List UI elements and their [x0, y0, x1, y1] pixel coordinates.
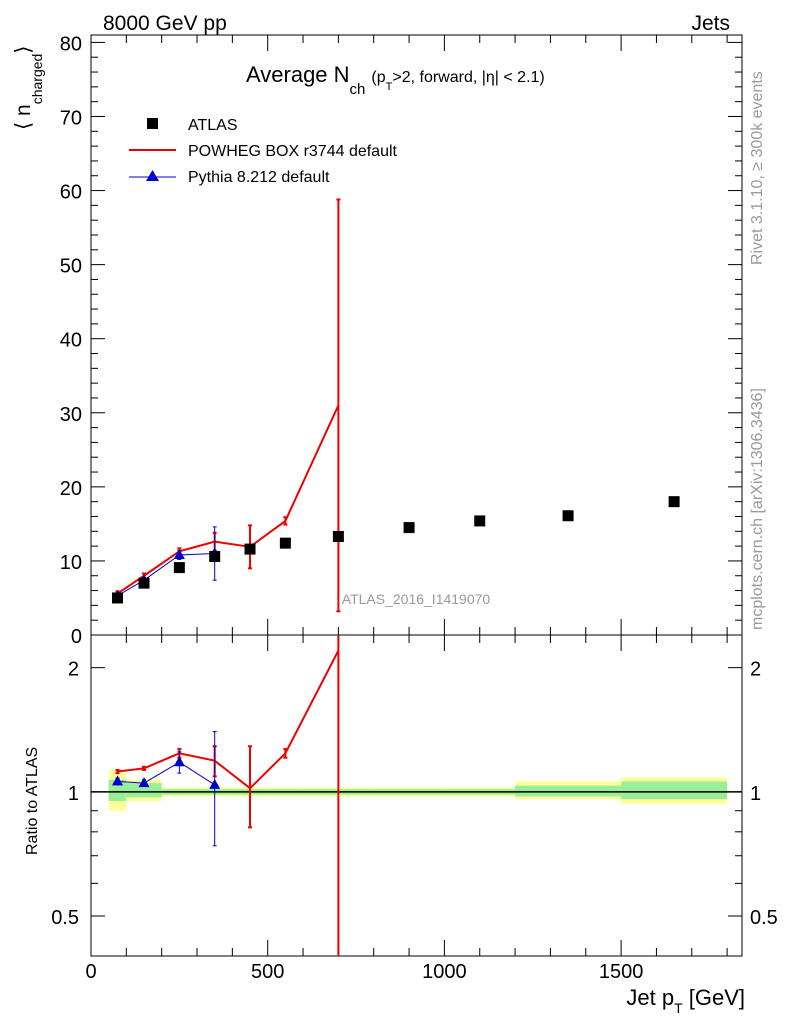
main-y-label-b: ⟩ — [12, 45, 35, 53]
legend-pythia-label: Pythia 8.212 default — [188, 169, 330, 186]
ratio-band-inner — [515, 785, 622, 797]
ratio-y-tick-label-right: 2 — [750, 659, 761, 681]
atlas-point — [562, 510, 574, 522]
atlas-point — [138, 577, 150, 589]
header-left: 8000 GeV pp — [103, 12, 227, 35]
header-right: Jets — [691, 12, 730, 35]
x-tick-label: 0 — [85, 961, 96, 983]
ratio-panel: 0.5 0.5 1 1 2 2 — [51, 634, 778, 957]
pythia-ratio-line — [117, 761, 215, 786]
rivet-label: Rivet 3.1.10, ≥ 300k events — [749, 71, 766, 265]
ratio-y-tick-label: 1 — [68, 783, 79, 805]
legend-powheg-label: POWHEG BOX r3744 default — [188, 143, 398, 160]
title-paren-b: >2, forward, |η| < 2.1) — [392, 69, 544, 86]
pythia-ratio-point — [209, 778, 221, 789]
x-label-sub: T — [674, 1000, 683, 1016]
main-y-tick-label: 60 — [60, 182, 82, 204]
main-y-tick-label: 80 — [60, 33, 82, 55]
main-y-tick-label: 0 — [71, 626, 82, 648]
atlas-point — [173, 562, 185, 574]
x-tick-labels: 0 500 1000 1500 — [85, 961, 643, 983]
main-y-label: ⟨ ncharged⟩ — [12, 45, 45, 130]
ratio-y-label: Ratio to ATLAS — [24, 747, 41, 855]
x-tick-label: 500 — [251, 961, 284, 983]
ratio-band-inner — [126, 783, 162, 798]
main-y-tick-label: 20 — [60, 478, 82, 500]
legend-atlas-label: ATLAS — [188, 117, 238, 134]
ratio-y-ticks: 0.5 0.5 1 1 2 2 — [51, 659, 778, 929]
ratio-y-tick-label: 2 — [68, 659, 79, 681]
powheg-ratio-line — [117, 650, 340, 790]
x-label-b: [GeV] — [683, 985, 745, 1010]
x-axis-label: Jet pT [GeV] — [626, 985, 745, 1016]
powheg-line — [116, 404, 340, 595]
ratio-y-tick-label-right: 1 — [750, 783, 761, 805]
ratio-bands — [91, 769, 742, 811]
main-y-tick-label: 10 — [60, 552, 82, 574]
atlas-point — [279, 537, 291, 549]
title-sub-t: T — [386, 81, 393, 93]
ratio-band-inner — [621, 781, 728, 800]
chart-title: Average Nch (pT>2, forward, |η| < 2.1) — [246, 62, 545, 98]
pythia-point — [173, 549, 185, 559]
main-marks — [112, 198, 680, 613]
legend: ATLAS POWHEG BOX r3744 default Pythia 8.… — [129, 117, 398, 186]
pythia-ratio-point — [138, 777, 150, 788]
main-y-tick-label: 70 — [60, 107, 82, 129]
ratio-frame — [90, 634, 743, 957]
main-panel: 0 10 20 30 40 50 60 70 80 — [60, 33, 743, 648]
x-tick-label: 1000 — [422, 961, 467, 983]
main-y-label-sub: charged — [29, 54, 45, 105]
ratio-marks — [112, 635, 340, 956]
atlas-point — [209, 550, 221, 562]
atlas-point — [244, 543, 256, 555]
legend-pythia-marker — [146, 170, 159, 181]
main-y-tick-label: 40 — [60, 330, 82, 352]
watermark: ATLAS_2016_I1419070 — [342, 591, 491, 607]
atlas-point — [668, 496, 680, 508]
pythia-line — [117, 553, 215, 597]
ratio-y-tick-label-right: 0.5 — [750, 907, 778, 929]
main-x-ticks — [90, 35, 728, 635]
pythia-ratio-point — [112, 775, 124, 786]
title-sub-ch: ch — [350, 81, 366, 98]
x-tick-label: 1500 — [599, 961, 644, 983]
main-y-tick-label: 30 — [60, 404, 82, 426]
title-main: Average N — [246, 62, 350, 87]
atlas-point — [403, 522, 415, 534]
main-y-tick-label: 50 — [60, 256, 82, 278]
legend-atlas-marker — [147, 118, 158, 129]
pythia-ratio-point — [173, 756, 185, 767]
x-label-a: Jet p — [626, 985, 674, 1010]
atlas-point — [112, 592, 124, 604]
atlas-point — [332, 530, 344, 542]
title-paren-a: (p — [371, 69, 385, 86]
mcplots-label: mcplots.cern.ch [arXiv:1306.3436] — [749, 388, 766, 630]
ratio-y-tick-label: 0.5 — [51, 907, 79, 929]
main-y-ticks: 0 10 20 30 40 50 60 70 80 — [60, 33, 742, 648]
atlas-point — [474, 515, 486, 527]
main-y-label-a: ⟨ n — [12, 104, 35, 130]
